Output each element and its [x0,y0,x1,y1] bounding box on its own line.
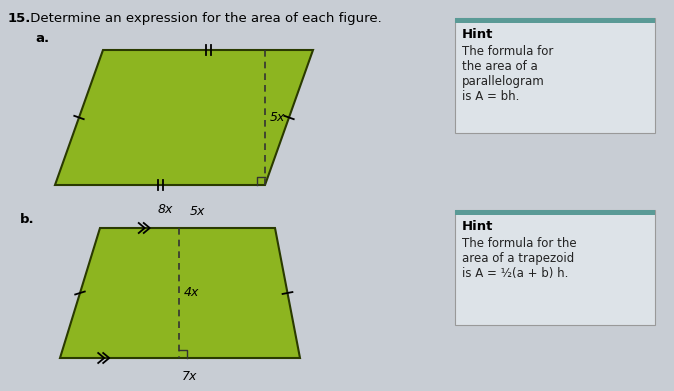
Text: the area of a: the area of a [462,60,538,73]
Text: 5x: 5x [270,111,285,124]
Text: 5x: 5x [190,205,205,218]
Polygon shape [60,228,300,358]
Text: 4x: 4x [184,287,199,300]
Text: Determine an expression for the area of each figure.: Determine an expression for the area of … [26,12,381,25]
Text: is A = bh.: is A = bh. [462,90,520,103]
Text: 15.: 15. [8,12,32,25]
FancyBboxPatch shape [455,18,655,133]
Text: 7x: 7x [182,370,197,383]
Text: The formula for: The formula for [462,45,553,58]
Polygon shape [55,50,313,185]
FancyBboxPatch shape [455,18,655,23]
Text: Hint: Hint [462,220,493,233]
Text: Hint: Hint [462,28,493,41]
Text: The formula for the: The formula for the [462,237,577,250]
Text: a.: a. [35,32,49,45]
FancyBboxPatch shape [455,210,655,215]
Text: 8x: 8x [157,203,173,216]
Text: parallelogram: parallelogram [462,75,545,88]
Text: b.: b. [20,213,34,226]
FancyBboxPatch shape [455,210,655,325]
Text: is A = ½(a + b) h.: is A = ½(a + b) h. [462,267,568,280]
Text: area of a trapezoid: area of a trapezoid [462,252,574,265]
